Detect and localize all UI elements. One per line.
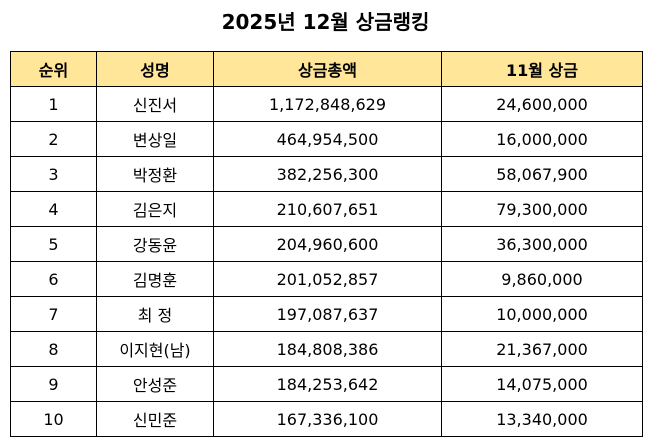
cell-monthly-prize: 16,000,000 (441, 121, 643, 157)
cell-monthly-prize: 13,340,000 (441, 401, 643, 437)
cell-rank: 2 (10, 121, 97, 157)
cell-name: 최 정 (96, 296, 214, 332)
cell-rank: 8 (10, 331, 97, 367)
table-body: 1 신진서 1,172,848,629 24,600,000 2 변상일 464,954,5… (10, 86, 643, 437)
cell-total-prize: 204,960,600 (213, 226, 442, 262)
table-row: 6 김명훈 201,052,857 9,860,000 (10, 261, 643, 297)
cell-monthly-prize: 9,860,000 (441, 261, 643, 297)
cell-total-prize: 464,954,500 (213, 121, 442, 157)
cell-name: 안성준 (96, 366, 214, 402)
cell-total-prize: 167,336,100 (213, 401, 442, 437)
table-row: 8 이지현(남) 184,808,386 21,367,000 (10, 331, 643, 367)
cell-total-prize: 1,172,848,629 (213, 86, 442, 122)
table-row: 2 변상일 464,954,500 16,000,000 (10, 121, 643, 157)
cell-rank: 1 (10, 86, 97, 122)
table-row: 9 안성준 184,253,642 14,075,000 (10, 366, 643, 402)
page-title: 2025년 12월 상금랭킹 (221, 10, 430, 34)
table-row: 1 신진서 1,172,848,629 24,600,000 (10, 86, 643, 122)
cell-rank: 6 (10, 261, 97, 297)
cell-rank: 3 (10, 156, 97, 192)
prize-ranking-table: 순위 성명 상금총액 11월 상금 1 신진서 1,172,848,629 24,60… (10, 51, 643, 437)
cell-name: 변상일 (96, 121, 214, 157)
cell-total-prize: 184,808,386 (213, 331, 442, 367)
cell-rank: 10 (10, 401, 97, 437)
cell-rank: 7 (10, 296, 97, 332)
table-header-row: 순위 성명 상금총액 11월 상금 (10, 51, 643, 87)
cell-name: 김은지 (96, 191, 214, 227)
cell-name: 이지현(남) (96, 331, 214, 367)
cell-monthly-prize: 21,367,000 (441, 331, 643, 367)
table-row: 5 강동윤 204,960,600 36,300,000 (10, 226, 643, 262)
cell-name: 강동윤 (96, 226, 214, 262)
table-row: 10 신민준 167,336,100 13,340,000 (10, 401, 643, 437)
cell-name: 신민준 (96, 401, 214, 437)
table-row: 4 김은지 210,607,651 79,300,000 (10, 191, 643, 227)
cell-total-prize: 184,253,642 (213, 366, 442, 402)
header-rank: 순위 (10, 51, 97, 87)
header-total-prize: 상금총액 (213, 51, 442, 87)
header-monthly-prize: 11월 상금 (441, 51, 643, 87)
cell-monthly-prize: 24,600,000 (441, 86, 643, 122)
cell-monthly-prize: 10,000,000 (441, 296, 643, 332)
cell-total-prize: 197,087,637 (213, 296, 442, 332)
cell-total-prize: 382,256,300 (213, 156, 442, 192)
cell-monthly-prize: 58,067,900 (441, 156, 643, 192)
cell-name: 박정환 (96, 156, 214, 192)
header-name: 성명 (96, 51, 214, 87)
cell-monthly-prize: 36,300,000 (441, 226, 643, 262)
cell-name: 김명훈 (96, 261, 214, 297)
cell-rank: 4 (10, 191, 97, 227)
cell-monthly-prize: 79,300,000 (441, 191, 643, 227)
cell-rank: 5 (10, 226, 97, 262)
cell-name: 신진서 (96, 86, 214, 122)
cell-rank: 9 (10, 366, 97, 402)
table-row: 3 박정환 382,256,300 58,067,900 (10, 156, 643, 192)
cell-monthly-prize: 14,075,000 (441, 366, 643, 402)
cell-total-prize: 201,052,857 (213, 261, 442, 297)
cell-total-prize: 210,607,651 (213, 191, 442, 227)
